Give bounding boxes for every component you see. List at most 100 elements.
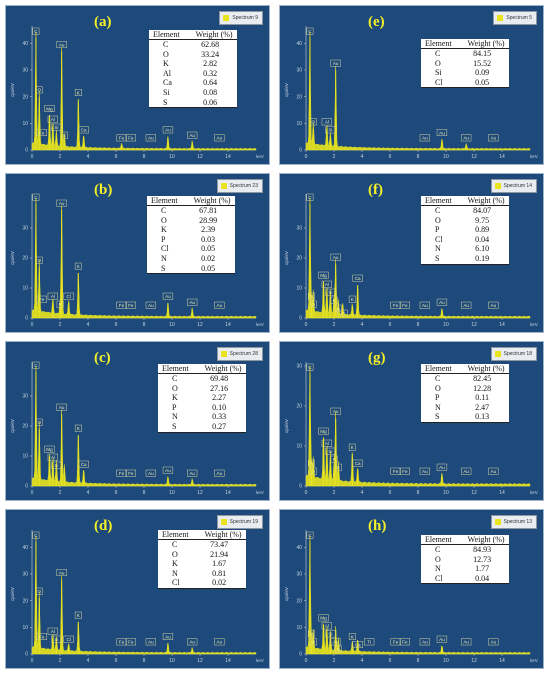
peak-label: Cl [337,309,348,317]
weight-cell: 0.64 [203,78,218,88]
peak-label: C [306,193,314,201]
spectrum-series [305,197,531,319]
table-row: Cl 0.02 [158,578,246,589]
peak-label: Fe [390,638,401,646]
x-tick-label: 10 [169,322,175,328]
svg-text:Au: Au [422,136,428,141]
peak-label: Au [461,638,472,646]
peak-label: Cl [63,292,74,300]
x-unit-label: keV [256,322,264,327]
x-tick-label: 0 [31,322,34,328]
peak-label: K [74,424,82,432]
peak-label: Cl [63,635,74,643]
legend-text: Spectrum 14 [503,183,532,189]
x-tick-label: 6 [115,322,118,328]
header-element: Element [421,196,456,206]
peak-label: Au [436,129,448,136]
panel-label: (f) [368,182,383,198]
svg-text:S: S [337,465,340,470]
table-row: O 9.75 [421,216,509,226]
peak-label: C [32,193,40,201]
svg-text:Fe: Fe [128,640,134,645]
element-cell: N [172,412,178,422]
element-cell: P [435,393,440,403]
svg-text:Fe: Fe [128,471,134,476]
y-axis-label: cps/eV [284,419,289,433]
svg-text:Al: Al [51,455,55,460]
weight-cell: 2.82 [203,59,218,69]
x-unit-label: keV [530,658,538,663]
spectrum-legend: Spectrum 19 [216,515,263,529]
peak-label: Au [214,638,225,646]
table-row: O 28.99 [147,216,235,226]
peak-label: Au [330,59,341,67]
x-tick-label: 4 [87,322,90,328]
element-cell: K [161,225,167,235]
panel-label: (a) [94,14,112,30]
x-tick-label: 8 [143,322,146,328]
peak-label: Si [325,288,336,296]
peak-label: Au [56,403,67,411]
element-cell: S [421,412,456,423]
table-row: S 0.05 [147,263,235,275]
peak-label: S [334,645,342,653]
table-row: O 15.52 [421,59,509,69]
svg-text:Si: Si [328,128,332,133]
svg-text:Au: Au [59,405,65,410]
legend-text: Spectrum 19 [229,519,258,525]
peak-label: Ca [78,126,89,134]
x-tick-label: 8 [417,490,420,496]
y-tick-label: 10 [22,454,28,460]
y-tick-label: 20 [22,598,28,604]
svg-text:Au: Au [422,640,428,645]
table-row: K 2.27 [158,393,246,403]
weight-cell: 0.02 [192,578,246,589]
weight-cell: 0.89 [475,225,490,235]
x-tick-label: 2 [59,490,62,496]
svg-text:Fe: Fe [128,303,134,308]
x-tick-label: 0 [31,658,34,664]
x-tick-label: 12 [471,658,477,664]
y-tick-label: 30 [22,572,28,578]
panel-label: (h) [368,518,387,534]
x-tick-label: 12 [197,490,203,496]
svg-text:Ti: Ti [367,640,371,645]
weight-cell: 0.27 [192,421,246,433]
header-element: Element [421,535,456,545]
svg-text:Au: Au [491,303,497,308]
peak-label: C [306,27,314,35]
svg-text:Au: Au [333,61,339,66]
peak-label: Au [330,253,341,261]
weight-cell: 2.39 [201,225,216,235]
peak-label: Au [145,134,157,142]
y-tick-label: 10 [296,286,302,292]
svg-text:C: C [34,533,38,538]
weight-cell: 0.05 [181,263,235,275]
table-row: C 67.81 [147,206,235,216]
weight-cell: 69.48 [210,374,229,383]
x-unit-label: keV [256,658,264,663]
x-tick-label: 14 [499,658,505,664]
y-tick-label: 0 [299,148,302,154]
svg-text:Fe: Fe [39,130,45,135]
weight-cell: 27.16 [210,383,229,393]
y-tick-label: 30 [296,68,302,74]
peak-label: Fe [390,301,401,309]
svg-text:Cl: Cl [67,294,71,299]
peak-label: Au [162,633,174,640]
x-tick-label: 12 [471,490,477,496]
weight-cell: 84.15 [473,49,492,58]
element-cell: Al [163,68,171,78]
svg-text:Ca: Ca [355,642,361,647]
header-weight: Weight (%) [192,364,246,374]
spectrum-series [31,535,257,655]
weight-cell: 33.24 [201,49,220,59]
header-weight: Weight (%) [455,196,509,206]
element-cell: O [435,58,441,68]
spectrum-legend: Spectrum 28 [216,347,263,361]
svg-text:K: K [351,297,355,302]
peak-label: Au [214,301,225,309]
svg-text:Au: Au [333,409,339,414]
table-row: O 21.94 [158,550,246,560]
peak-label: Fe [116,469,127,477]
